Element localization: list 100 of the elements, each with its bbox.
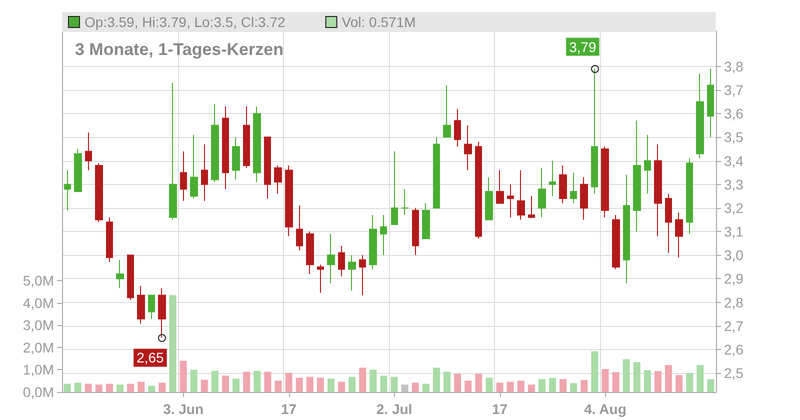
candlestick	[528, 196, 535, 218]
bar	[74, 382, 82, 392]
candlestick	[285, 164, 293, 237]
candlestick	[633, 120, 641, 232]
bar	[665, 365, 672, 392]
bar	[127, 384, 134, 392]
bar	[633, 362, 640, 392]
bar	[686, 373, 694, 392]
candlestick	[338, 245, 345, 277]
bar	[327, 378, 334, 392]
bar	[306, 376, 314, 392]
candlestick	[623, 174, 630, 284]
bar	[116, 384, 124, 392]
y-tick-label: 3,8	[724, 58, 744, 74]
bar	[338, 382, 346, 392]
text: 3 Monate, 1-Tages-Kerzen	[75, 40, 284, 59]
bar	[676, 375, 683, 392]
x-tick-label: 3. Jun	[163, 401, 204, 417]
bar	[602, 369, 609, 392]
legend-label: Op:3.59, Hi:3.79, Lo:3.5, Cl:3.72	[84, 14, 286, 30]
y-tick-label: 3,0	[724, 247, 744, 264]
candlestick	[106, 216, 113, 263]
candlestick	[496, 170, 504, 204]
candlestick	[317, 264, 324, 294]
candlestick	[327, 233, 335, 284]
bar	[84, 384, 92, 392]
y-tick-label: 2,9	[724, 270, 744, 287]
y2-tick-label: 3,0M	[22, 317, 54, 334]
candlestick	[538, 167, 546, 218]
y-tick-label: 3,4	[724, 152, 744, 169]
annotation: 3,79	[569, 38, 597, 55]
bar	[264, 372, 272, 392]
candlestick	[675, 212, 683, 258]
y2-tick-label: 2,0M	[22, 339, 54, 356]
candlestick	[169, 82, 177, 220]
candlestick	[232, 136, 240, 180]
candlestick	[369, 214, 377, 270]
candlestick	[211, 104, 219, 183]
bar	[549, 378, 556, 392]
bar	[422, 384, 430, 392]
bar	[696, 365, 704, 392]
bar	[538, 379, 546, 392]
x-tick-label: 4. Aug	[584, 401, 626, 417]
candlestick	[380, 214, 387, 256]
candlestick	[665, 193, 672, 254]
y-tick-label: 3,3	[724, 176, 744, 192]
candlestick	[412, 207, 419, 256]
candlestick	[137, 285, 145, 324]
candlestick	[359, 254, 366, 296]
x-tick-label: 17	[492, 401, 508, 417]
candlestick	[422, 202, 430, 240]
candlestick	[454, 108, 461, 148]
annotation: 2,65	[136, 350, 164, 366]
y-tick-label: 3,7	[724, 82, 744, 98]
bar	[296, 378, 303, 392]
candlestick	[190, 134, 198, 200]
candlestick	[74, 148, 82, 192]
y2-tick-label: 0,0M	[22, 384, 54, 400]
candlestick	[180, 150, 187, 202]
bar	[570, 383, 578, 392]
x-tick-label: 2. Jul	[376, 401, 412, 417]
candlestick	[644, 134, 651, 194]
candlestick	[507, 184, 514, 218]
bar	[486, 378, 493, 392]
candlestick	[559, 164, 567, 204]
bar	[475, 374, 482, 392]
y-tick-label: 3,2	[724, 200, 744, 216]
bar	[222, 376, 229, 392]
bar	[190, 370, 198, 392]
y2-tick-label: 1,0M	[22, 362, 54, 378]
bar	[380, 376, 388, 392]
candlestick	[707, 68, 714, 138]
candlestick	[274, 164, 282, 194]
bar	[316, 378, 324, 392]
bar	[106, 384, 113, 392]
bar	[148, 386, 156, 392]
candlestick	[116, 259, 124, 289]
y-tick-label: 2,6	[724, 342, 744, 358]
bar	[169, 295, 176, 392]
candlestick	[401, 188, 409, 216]
bar	[528, 384, 535, 392]
y-tick-label: 3,5	[724, 129, 744, 146]
candlestick	[201, 144, 208, 202]
bar	[496, 382, 504, 392]
y2-tick-label: 5,0M	[22, 272, 54, 289]
bar	[274, 380, 282, 392]
candlestick	[222, 106, 229, 190]
bar	[412, 382, 419, 392]
bar	[517, 380, 524, 392]
bar	[506, 382, 514, 392]
bar	[622, 359, 630, 392]
bar	[644, 370, 651, 392]
candlestick	[580, 176, 588, 220]
bar	[211, 370, 218, 392]
bar	[401, 384, 408, 392]
candlestick	[475, 141, 482, 240]
y2-tick-label: 4,0M	[22, 294, 54, 311]
bar	[654, 371, 662, 392]
y-tick-label: 2,7	[724, 318, 744, 334]
candlestick	[253, 106, 261, 183]
